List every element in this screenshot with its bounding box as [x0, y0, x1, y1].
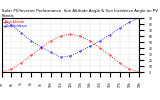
Sun Altitude	[30, 55, 32, 56]
Sun Incidence	[60, 56, 62, 58]
Sun Altitude	[50, 40, 52, 41]
Sun Altitude	[79, 35, 81, 37]
Sun Incidence	[138, 17, 140, 19]
Sun Incidence	[69, 55, 71, 56]
Sun Altitude	[69, 34, 71, 35]
Line: Sun Incidence: Sun Incidence	[1, 17, 140, 58]
Sun Incidence	[79, 50, 81, 52]
Sun Incidence	[119, 28, 120, 29]
Legend: Sun Altitude, Sun Incidence: Sun Altitude, Sun Incidence	[3, 20, 28, 28]
Sun Altitude	[40, 47, 42, 49]
Sun Altitude	[10, 68, 12, 70]
Sun Incidence	[20, 32, 22, 34]
Sun Altitude	[20, 62, 22, 64]
Sun Altitude	[60, 35, 62, 37]
Sun Incidence	[109, 34, 111, 35]
Sun Altitude	[99, 47, 101, 49]
Sun Incidence	[1, 17, 3, 19]
Sun Altitude	[119, 62, 120, 64]
Sun Incidence	[40, 46, 42, 47]
Sun Incidence	[99, 40, 101, 41]
Sun Altitude	[128, 68, 130, 70]
Sun Altitude	[138, 71, 140, 73]
Sun Incidence	[89, 46, 91, 47]
Sun Altitude	[1, 71, 3, 73]
Line: Sun Altitude: Sun Altitude	[1, 34, 140, 73]
Sun Incidence	[10, 25, 12, 26]
Sun Altitude	[89, 40, 91, 41]
Text: Solar PV/Inverter Performance  Sun Altitude Angle & Sun Incidence Angle on PV Pa: Solar PV/Inverter Performance Sun Altitu…	[2, 9, 157, 18]
Sun Incidence	[128, 22, 130, 23]
Sun Incidence	[30, 40, 32, 41]
Sun Altitude	[109, 55, 111, 56]
Sun Incidence	[50, 52, 52, 53]
